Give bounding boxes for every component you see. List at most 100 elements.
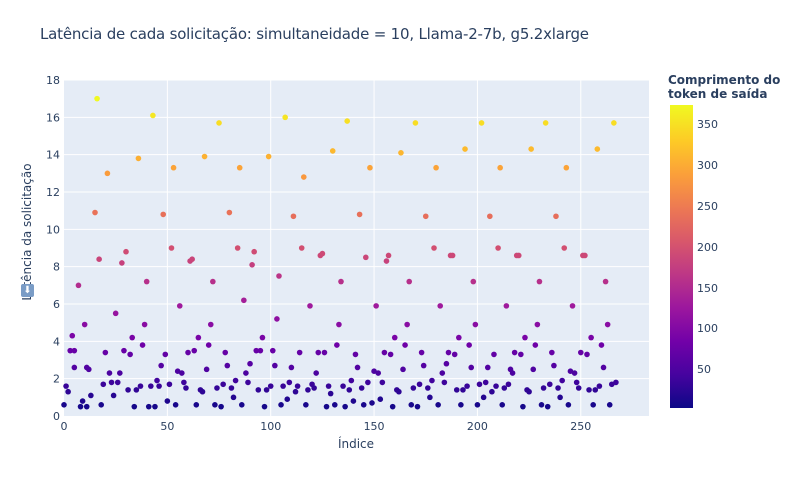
data-point[interactable] [154, 377, 160, 384]
data-point[interactable] [284, 396, 291, 403]
data-point[interactable] [429, 377, 435, 384]
data-point[interactable] [185, 349, 191, 356]
data-point[interactable] [501, 385, 508, 391]
data-point[interactable] [404, 321, 410, 328]
data-point[interactable] [77, 403, 84, 410]
data-point[interactable] [391, 334, 398, 341]
data-point[interactable] [427, 394, 433, 401]
data-point[interactable] [220, 381, 226, 388]
data-point[interactable] [396, 388, 402, 395]
data-point[interactable] [468, 364, 475, 371]
data-point[interactable] [582, 252, 588, 259]
data-point[interactable] [546, 381, 553, 388]
data-point[interactable] [431, 245, 437, 251]
data-point[interactable] [137, 383, 144, 389]
data-point[interactable] [148, 383, 154, 389]
data-point[interactable] [125, 387, 131, 393]
data-point[interactable] [65, 388, 71, 395]
data-point[interactable] [245, 379, 251, 386]
data-point[interactable] [311, 385, 317, 391]
data-point[interactable] [158, 362, 164, 369]
data-point[interactable] [611, 120, 617, 126]
data-point[interactable] [363, 254, 369, 261]
data-point[interactable] [354, 364, 361, 371]
data-point[interactable] [313, 370, 319, 376]
data-point[interactable] [544, 403, 551, 410]
data-point[interactable] [236, 164, 243, 171]
data-point[interactable] [241, 297, 247, 304]
data-point[interactable] [422, 213, 429, 220]
data-point[interactable] [145, 403, 152, 410]
data-point[interactable] [594, 146, 601, 152]
data-point[interactable] [383, 258, 390, 264]
data-point[interactable] [358, 385, 365, 391]
data-point[interactable] [300, 174, 307, 180]
data-point[interactable] [168, 245, 175, 251]
data-point[interactable] [94, 95, 100, 102]
data-point[interactable] [561, 245, 568, 251]
data-point[interactable] [67, 347, 74, 354]
data-point[interactable] [538, 402, 545, 408]
data-point[interactable] [104, 170, 111, 177]
data-point[interactable] [263, 387, 270, 393]
data-point[interactable] [526, 388, 532, 395]
data-point[interactable] [207, 321, 214, 328]
data-point[interactable] [540, 385, 547, 391]
data-point[interactable] [193, 402, 200, 408]
data-point[interactable] [606, 402, 613, 408]
data-point[interactable] [509, 370, 516, 376]
data-point[interactable] [381, 349, 388, 356]
data-point[interactable] [212, 402, 218, 408]
data-point[interactable] [352, 351, 359, 358]
data-point[interactable] [520, 403, 526, 410]
data-point[interactable] [203, 366, 210, 373]
data-point[interactable] [586, 387, 592, 393]
data-point[interactable] [534, 321, 541, 328]
data-point[interactable] [441, 379, 448, 386]
data-point[interactable] [325, 383, 332, 389]
data-point[interactable] [522, 334, 528, 341]
data-point[interactable] [505, 381, 512, 388]
data-point[interactable] [478, 120, 485, 126]
data-point[interactable] [152, 403, 158, 410]
data-point[interactable] [515, 252, 522, 259]
data-point[interactable] [532, 342, 539, 348]
data-point[interactable] [251, 248, 257, 255]
data-point[interactable] [600, 364, 607, 371]
data-point[interactable] [487, 213, 493, 220]
data-point[interactable] [433, 164, 439, 171]
data-point[interactable] [336, 321, 342, 328]
data-point[interactable] [214, 385, 220, 391]
data-point[interactable] [493, 383, 499, 389]
data-point[interactable] [329, 148, 336, 154]
data-point[interactable] [108, 379, 115, 386]
data-point[interactable] [117, 370, 123, 376]
data-point[interactable] [201, 153, 208, 160]
data-point[interactable] [327, 390, 334, 397]
data-point[interactable] [286, 379, 293, 386]
data-point[interactable] [88, 392, 94, 399]
data-point[interactable] [418, 349, 425, 356]
data-point[interactable] [613, 379, 619, 386]
data-point[interactable] [110, 392, 117, 399]
data-point[interactable] [131, 403, 138, 410]
data-point[interactable] [518, 351, 524, 358]
data-point[interactable] [460, 387, 466, 393]
data-point[interactable] [280, 383, 286, 389]
data-point[interactable] [238, 402, 245, 408]
data-point[interactable] [571, 370, 578, 376]
data-point[interactable] [181, 379, 187, 386]
data-point[interactable] [342, 403, 348, 410]
data-point[interactable] [96, 256, 102, 263]
data-point[interactable] [218, 403, 224, 410]
data-point[interactable] [143, 278, 150, 285]
data-point[interactable] [549, 349, 555, 356]
data-point[interactable] [123, 248, 129, 255]
data-point[interactable] [503, 303, 510, 309]
data-point[interactable] [305, 387, 311, 393]
data-point[interactable] [569, 303, 576, 309]
data-point[interactable] [292, 388, 299, 395]
data-point[interactable] [420, 362, 427, 369]
data-point[interactable] [166, 381, 173, 388]
